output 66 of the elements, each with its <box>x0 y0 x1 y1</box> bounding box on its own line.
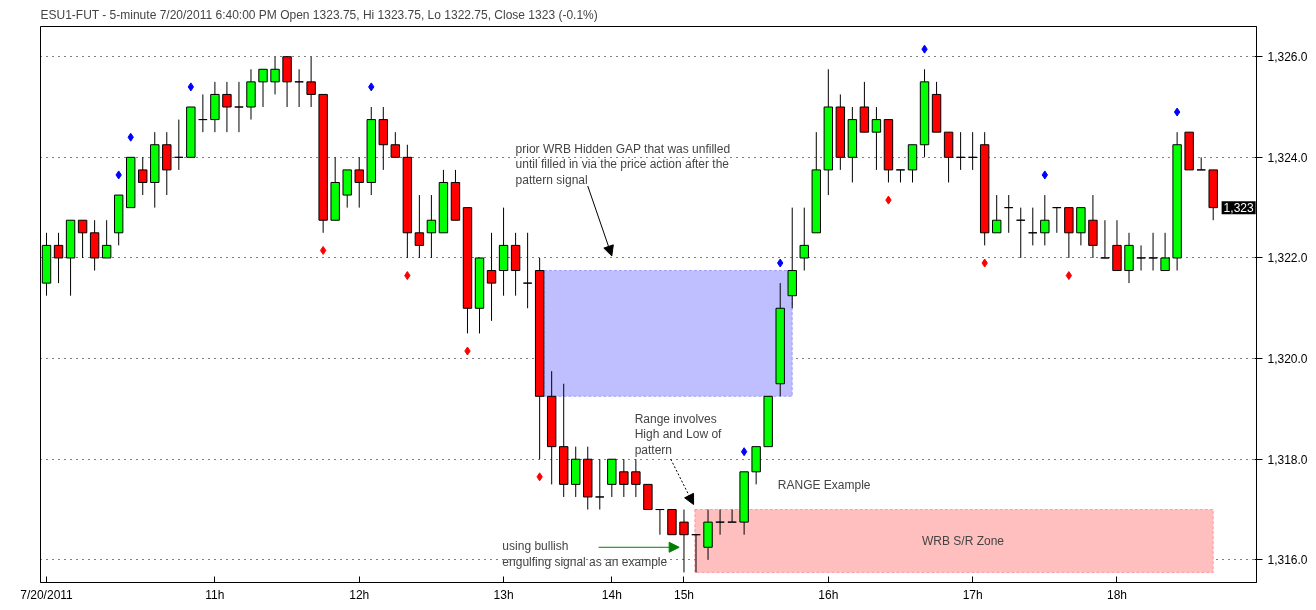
candlestick <box>354 156 364 209</box>
y-tick-label: 1,316.0 <box>1267 553 1308 568</box>
y-tick-label: 1,324.0 <box>1267 150 1308 165</box>
x-tick-label: 18h <box>1106 587 1127 602</box>
x-tick-label: 11h <box>205 587 225 602</box>
candlestick <box>631 458 641 498</box>
annotation: Range involves High and Low of pattern <box>634 411 723 457</box>
x-tick-label: 12h <box>349 587 370 602</box>
candlestick <box>1136 244 1146 272</box>
text: 1,323 <box>1223 201 1254 216</box>
point <box>368 82 375 92</box>
candlestick <box>715 509 725 536</box>
y-tick-label: 1,326.0 <box>1267 50 1308 65</box>
candlestick <box>138 156 148 196</box>
candlestick <box>426 194 437 259</box>
candlestick <box>1100 219 1110 259</box>
x-tick-label: 15h <box>673 587 694 602</box>
point <box>1065 271 1073 281</box>
point <box>1041 170 1048 180</box>
candlestick <box>390 131 401 158</box>
candlestick <box>1196 156 1206 171</box>
candlestick <box>727 509 737 523</box>
point <box>921 44 928 54</box>
candlestick <box>101 219 112 259</box>
point <box>404 271 411 281</box>
annotation: prior WRB Hidden GAP that was unfilled until filled in via the price action after the pattern signal <box>515 141 731 187</box>
candlestick <box>871 106 882 171</box>
candlestick <box>595 458 605 511</box>
y-tick-label: 1,318.0 <box>1267 452 1308 467</box>
candlestick <box>1148 232 1158 272</box>
candlestick <box>53 232 64 284</box>
candlestick <box>679 509 689 573</box>
y-tick-label: 1,322.0 <box>1267 251 1308 266</box>
point <box>464 346 471 356</box>
candlestick <box>77 219 88 259</box>
point <box>536 472 543 482</box>
chart-title: ESU1-FUT - 5-minute 7/20/2011 6:40:00 PM Open 1323.75, Hi 1323.75, Lo 1322.75, Close 1323 (-0.1%) <box>40 7 598 22</box>
candlestick <box>486 232 497 322</box>
point <box>777 258 784 268</box>
annotation: using bullish engulfing signal as an example <box>502 539 668 569</box>
candlestick <box>522 232 533 309</box>
candlestick <box>258 68 268 108</box>
candlestick <box>991 194 1002 234</box>
point <box>319 245 327 255</box>
candlestick <box>1160 232 1170 272</box>
point <box>740 447 748 457</box>
x-tick-label: 14h <box>601 587 622 602</box>
x-tick-label: 7/20/2011 <box>20 587 74 602</box>
y-tick-label: 1,320.0 <box>1267 352 1308 367</box>
x-tick-label: 16h <box>818 587 839 602</box>
candlestick <box>222 81 232 133</box>
band-label: WRB S/R Zone <box>922 533 1005 548</box>
candlestick <box>619 458 629 498</box>
candlestick <box>234 81 244 133</box>
annotation: RANGE Example <box>777 477 871 492</box>
candlestick <box>799 207 809 272</box>
candlestick <box>1040 194 1050 246</box>
point <box>885 195 892 205</box>
point <box>1173 107 1181 117</box>
candlestick <box>414 194 425 259</box>
point <box>187 82 195 92</box>
point <box>115 170 122 180</box>
x-tick-label: 17h <box>962 587 983 602</box>
point <box>127 132 134 142</box>
x-tick-label: 13h <box>493 587 514 602</box>
point <box>981 258 988 268</box>
